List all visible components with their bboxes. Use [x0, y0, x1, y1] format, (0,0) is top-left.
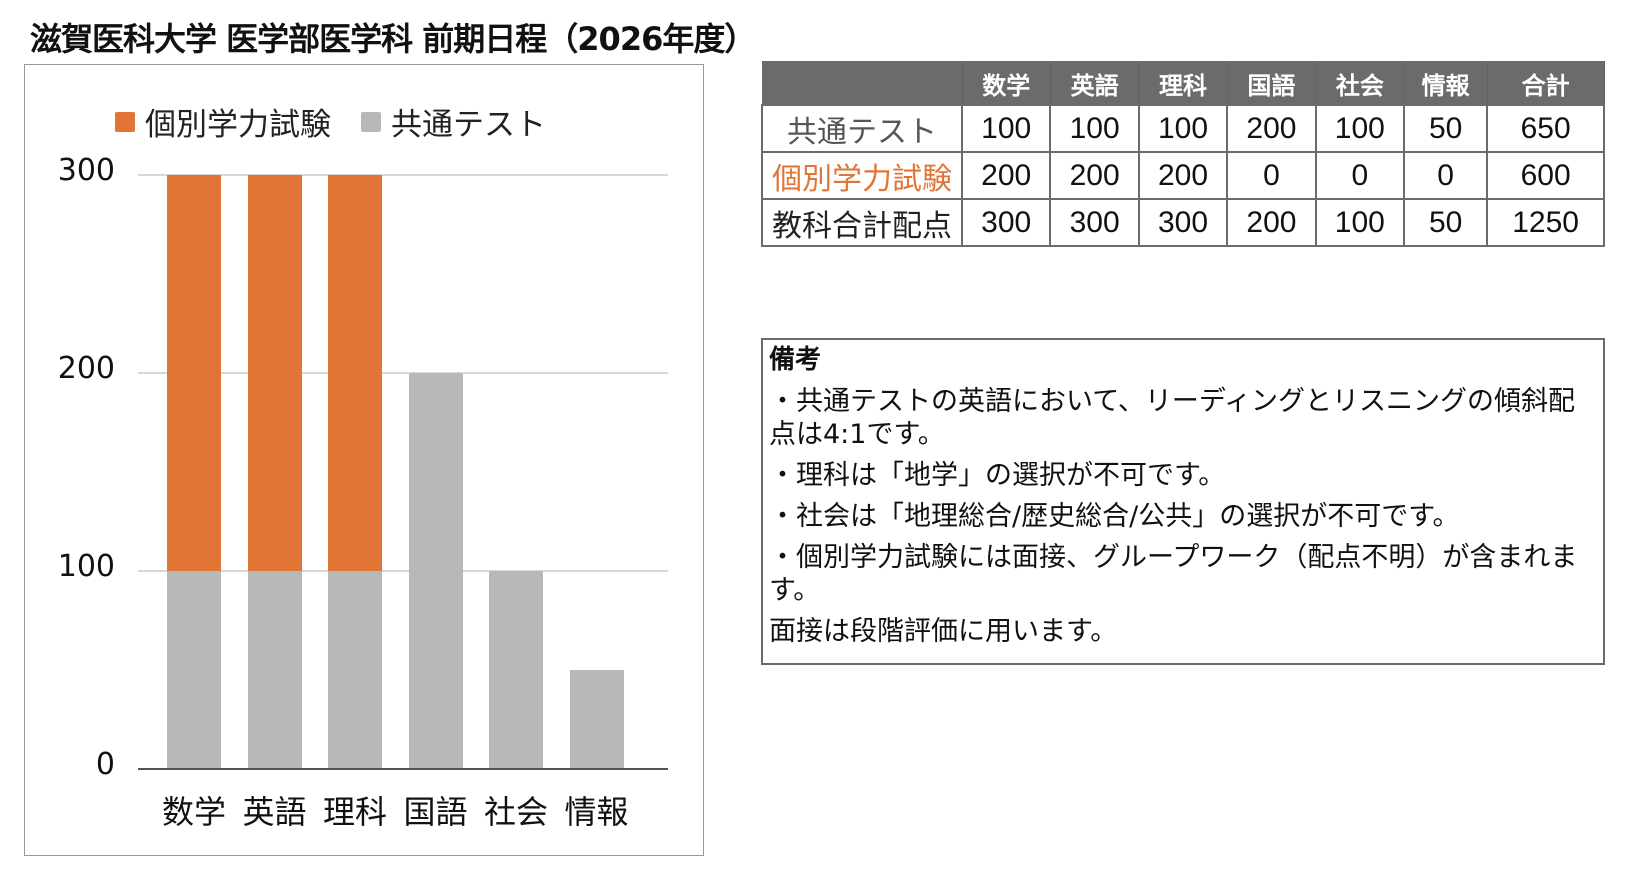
note-line: ・社会は「地理総合/歴史総合/公共」の選択が不可です。: [769, 501, 1460, 532]
table-cell: 0: [1226, 151, 1317, 200]
note-line: ・理科は「地学」の選択が不可です。: [769, 460, 1226, 491]
header-cell: 合計: [1486, 61, 1605, 106]
table-cell: 200: [1137, 151, 1229, 200]
y-tick-100: 100: [57, 549, 115, 584]
table-cell: 300: [1137, 198, 1229, 247]
row-label: 個別学力試験: [761, 151, 963, 200]
notes-box: 備考 ・共通テストの英語において、リーディングとリスニングの傾斜配点は4:1です…: [761, 338, 1605, 665]
y-tick-300: 300: [57, 153, 115, 188]
bar-segment: [247, 571, 302, 769]
bar-segment: [167, 175, 221, 571]
gridline-100: [138, 570, 668, 572]
header-cell: 社会: [1315, 61, 1405, 106]
chart-legend: 個別学力試験 共通テスト: [115, 99, 576, 144]
table-row-total: 教科合計配点 300 300 300 200 100 50 1250: [761, 198, 1605, 247]
legend-swatch-gray-icon: [361, 111, 381, 132]
x-axis-label: 英語: [242, 793, 307, 831]
score-table: 数学 英語 理科 国語 社会 情報 合計 共通テスト 100 100 100 2…: [761, 61, 1605, 247]
table-cell: 100: [1137, 104, 1229, 153]
y-tick-0: 0: [95, 747, 115, 782]
row-label: 共通テスト: [761, 104, 963, 153]
bar-segment: [569, 670, 624, 769]
table-cell: 100: [1049, 104, 1140, 153]
table-cell: 50: [1403, 104, 1489, 153]
table-cell: 200: [960, 151, 1052, 200]
table-row-common: 共通テスト 100 100 100 200 100 50 650: [761, 104, 1605, 153]
note-line: ・個別学力試験には面接、グループワーク（配点不明）が含まれます。: [769, 542, 1578, 606]
table-cell: 300: [960, 198, 1052, 247]
legend-item-individual: 個別学力試験: [115, 99, 331, 144]
legend-label: 個別学力試験: [145, 107, 331, 143]
table-cell: 100: [960, 104, 1052, 153]
table-cell: 650: [1486, 104, 1605, 153]
legend-label: 共通テスト: [391, 107, 546, 143]
table-cell: 200: [1226, 104, 1317, 153]
table-cell: 200: [1049, 151, 1140, 200]
x-axis-line: [138, 768, 668, 770]
table-cell: 100: [1314, 198, 1406, 247]
bar-segment: [408, 373, 463, 769]
legend-swatch-orange-icon: [115, 111, 135, 132]
x-axis-label: 情報: [564, 793, 629, 831]
note-line: ・共通テストの英語において、リーディングとリスニングの傾斜配点は4:1です。: [769, 386, 1575, 450]
x-axis-label: 理科: [322, 793, 387, 831]
header-cell: 数学: [961, 61, 1051, 106]
table-cell: 1250: [1486, 198, 1605, 247]
bar-segment: [489, 571, 543, 769]
bar-segment: [328, 175, 382, 571]
header-cell: 英語: [1049, 61, 1140, 106]
table-header-row: 数学 英語 理科 国語 社会 情報 合計: [761, 61, 1605, 106]
table-row-individual: 個別学力試験 200 200 200 0 0 0 600: [761, 151, 1605, 200]
x-axis-label: 国語: [403, 793, 468, 831]
table-cell: 0: [1403, 151, 1489, 200]
header-cell: 国語: [1226, 61, 1317, 106]
legend-item-common: 共通テスト: [361, 99, 546, 144]
stacked-bar-chart: 個別学力試験 共通テスト 300 200 100 0 数学 英語 理科 国語 社会 情報: [24, 64, 704, 856]
x-axis-label: 社会: [483, 793, 548, 831]
table-cell: 200: [1226, 198, 1317, 247]
header-cell: 理科: [1138, 61, 1228, 106]
bar-segment: [328, 571, 382, 769]
gridline-200: [138, 372, 668, 374]
header-cell: 情報: [1403, 61, 1488, 106]
table-cell: 300: [1049, 198, 1140, 247]
note-line: 面接は段階評価に用います。: [769, 616, 1118, 647]
gridline-300: [138, 174, 668, 176]
table-cell: 50: [1403, 198, 1489, 247]
header-cell: [761, 61, 963, 106]
bar-segment: [167, 571, 221, 769]
notes-heading: 備考: [769, 345, 822, 375]
page-title: 滋賀医科大学 医学部医学科 前期日程（2026年度）: [30, 20, 756, 58]
row-label: 教科合計配点: [761, 198, 963, 247]
table-cell: 600: [1486, 151, 1605, 200]
y-tick-200: 200: [57, 351, 115, 386]
table-cell: 0: [1314, 151, 1406, 200]
bar-segment: [247, 175, 302, 571]
x-axis-label: 数学: [161, 793, 226, 831]
table-cell: 100: [1314, 104, 1406, 153]
